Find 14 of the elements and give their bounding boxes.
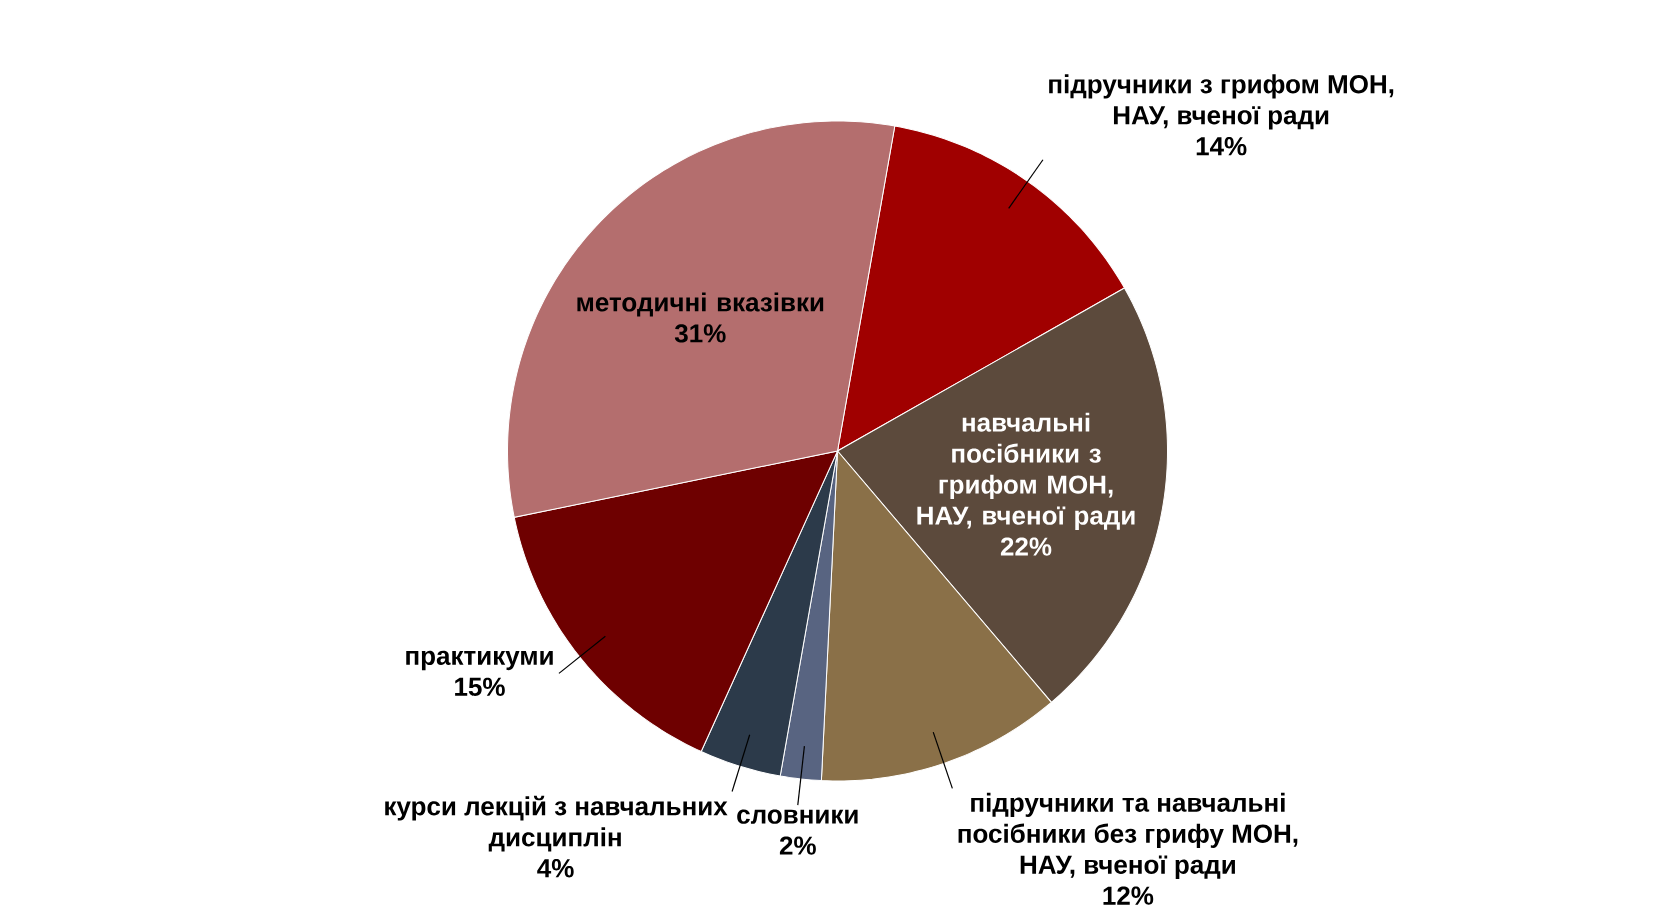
slice-label: практикуми xyxy=(406,650,553,671)
data-label: 31% xyxy=(674,324,726,343)
data-label: 22% xyxy=(1000,537,1052,556)
slice-label: підручники та навчальні посібники без грифу МОН, НАУ, вченої ради xyxy=(958,792,1298,880)
slice-label: словники xyxy=(737,809,858,824)
slice-label: методичні вказівки xyxy=(577,292,824,317)
data-label: 2% xyxy=(779,836,816,855)
data-label: 14% xyxy=(1196,137,1247,156)
data-label: 4% xyxy=(537,859,574,878)
data-label: 15% xyxy=(455,677,505,696)
slice-label: підручники з грифом МОН, НАУ, вченої ради xyxy=(1049,74,1394,130)
slice-label: курси лекцій з навчальних дисциплін xyxy=(385,795,728,852)
slice-label: навчальні посібники з грифом МОН, НАУ, вченої ради xyxy=(917,412,1135,530)
data-label: 12% xyxy=(1103,886,1154,905)
